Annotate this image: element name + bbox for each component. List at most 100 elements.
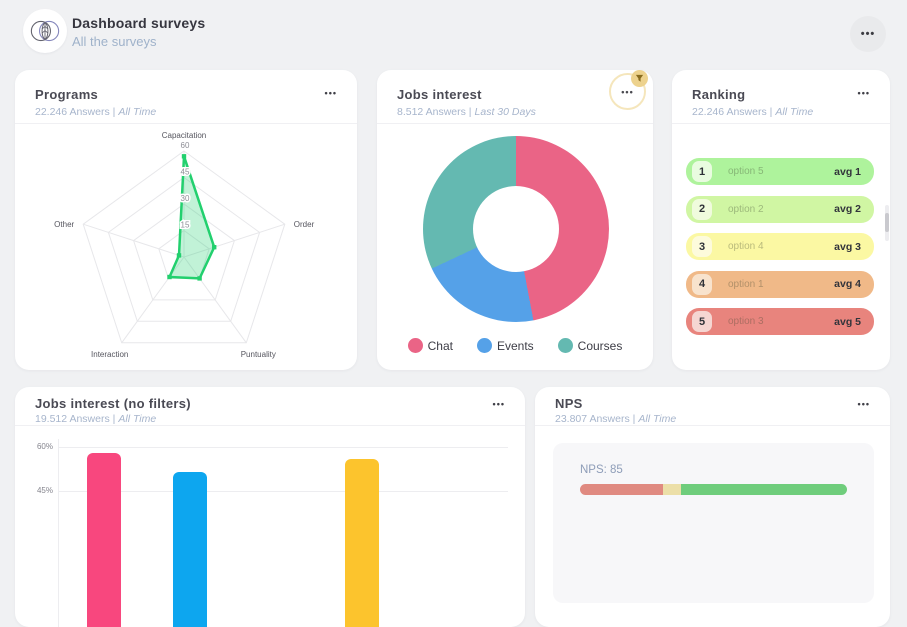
option-label: option 2	[728, 203, 764, 215]
avg-value: avg 5	[834, 315, 861, 328]
svg-text:15: 15	[181, 221, 190, 230]
legend-dot	[476, 338, 492, 353]
card-title: Programs	[35, 87, 99, 102]
period-label: All Time	[775, 106, 814, 118]
header-menu-button[interactable]: •••	[850, 16, 886, 52]
svg-text:60: 60	[181, 141, 190, 150]
nps-panel: NPS: 85	[553, 443, 874, 603]
donut-hole	[473, 186, 559, 272]
rank-badge: 1	[692, 161, 712, 182]
card-menu-button[interactable]: •••	[854, 395, 874, 413]
answers-count: 22.246 Answers |	[692, 106, 773, 118]
avg-value: avg 1	[834, 165, 861, 178]
legend-item-courses[interactable]: Courses	[557, 338, 623, 353]
donut-legend: Chat Events Courses	[377, 338, 653, 353]
rank-badge: 3	[692, 236, 712, 257]
nps-segment	[580, 484, 663, 495]
filter-badge	[631, 70, 648, 87]
answers-count: 19.512 Answers |	[35, 413, 116, 425]
card-menu-button[interactable]: •••	[854, 84, 874, 102]
ranking-row: 3 option 4 avg 3	[686, 233, 874, 260]
leaf-venn-logo-icon	[30, 20, 60, 42]
card-title: Jobs interest	[397, 87, 482, 102]
period-label: Last 30 Days	[474, 106, 536, 118]
jobs-interest-card: Jobs interest 8.512 Answers | Last 30 Day…	[377, 70, 653, 370]
y-axis-tick: 45%	[36, 485, 53, 495]
avg-value: avg 2	[834, 203, 861, 215]
card-menu-button[interactable]: •••	[489, 395, 509, 413]
answers-count: 22.246 Answers |	[35, 106, 116, 118]
divider	[15, 425, 525, 426]
nps-card: NPS 23.807 Answers | All Time ••• NPS: 85	[535, 387, 890, 627]
ranking-card: Ranking 22.246 Answers | All Time ••• 1 op…	[672, 70, 890, 370]
svg-text:Interaction: Interaction	[91, 350, 128, 359]
ranking-row: 4 option 1 avg 4	[686, 270, 874, 298]
card-subtitle: 8.512 Answers | Last 30 Days	[397, 106, 536, 118]
bar-chart: 60% 45%	[15, 425, 525, 627]
svg-text:Other: Other	[54, 220, 74, 229]
programs-card: Programs 22.246 Answers | All Time ••• 15…	[15, 70, 357, 370]
rank-badge: 5	[692, 311, 712, 332]
card-title: NPS	[555, 396, 583, 411]
app-logo	[23, 9, 67, 53]
y-axis-line	[58, 439, 59, 627]
ellipsis-icon: •••	[860, 28, 876, 40]
ellipsis-icon: •••	[492, 399, 505, 409]
option-label: option 1	[728, 278, 764, 290]
answers-count: 8.512 Answers |	[397, 106, 472, 118]
ellipsis-icon: •••	[857, 88, 870, 98]
gridline	[58, 447, 508, 448]
legend-label: Courses	[577, 338, 623, 353]
funnel-icon	[635, 74, 644, 82]
svg-text:Capacitation: Capacitation	[162, 131, 206, 140]
rank-badge: 2	[692, 198, 712, 220]
period-label: All Time	[638, 413, 677, 425]
ellipsis-icon: •••	[621, 86, 634, 97]
ellipsis-icon: •••	[324, 88, 337, 98]
ellipsis-icon: •••	[857, 399, 870, 409]
nps-segment	[681, 484, 847, 495]
divider	[377, 123, 653, 124]
legend-item-chat[interactable]: Chat	[407, 338, 453, 353]
legend-label: Chat	[427, 338, 453, 353]
legend-label: Events	[496, 338, 534, 353]
card-title: Jobs interest (no filters)	[35, 396, 191, 411]
avg-value: avg 4	[834, 278, 861, 290]
bar	[345, 458, 379, 627]
ranking-scrollbar-thumb[interactable]	[885, 213, 889, 232]
ranking-row: 1 option 5 avg 1	[686, 158, 874, 185]
card-title: Ranking	[692, 87, 746, 102]
card-filtered-menu-button[interactable]: •••	[609, 70, 648, 110]
jobs-no-filters-card: Jobs interest (no filters) 19.512 Answer…	[15, 387, 525, 627]
card-menu-button[interactable]: •••	[321, 84, 341, 102]
nps-segment	[662, 484, 682, 495]
page-title: Dashboard surveys	[72, 15, 206, 31]
bar	[87, 452, 121, 627]
ranking-row: 5 option 3 avg 5	[686, 308, 874, 335]
ranking-list[interactable]: 1 option 5 avg 1 2 option 2 avg 2 3 option 4 avg…	[686, 158, 874, 346]
app-header: Dashboard surveys All the surveys •••	[0, 0, 907, 66]
option-label: option 3	[728, 316, 764, 327]
svg-text:30: 30	[181, 194, 190, 203]
ranking-row: 2 option 2 avg 2	[686, 195, 874, 223]
svg-text:45: 45	[181, 168, 190, 177]
svg-text:Order: Order	[294, 220, 315, 229]
divider	[672, 123, 890, 124]
nps-score-label: NPS: 85	[580, 464, 623, 476]
page-subtitle: All the surveys	[72, 34, 157, 49]
bar	[173, 471, 207, 627]
divider	[535, 425, 890, 426]
card-subtitle: 22.246 Answers | All Time	[692, 106, 813, 118]
option-label: option 5	[728, 166, 764, 177]
y-axis-tick: 60%	[36, 442, 53, 451]
card-subtitle: 19.512 Answers | All Time	[35, 413, 156, 425]
svg-text:Puntuality: Puntuality	[241, 350, 276, 359]
divider	[15, 123, 357, 124]
donut-chart	[423, 136, 609, 322]
period-label: All Time	[118, 413, 157, 425]
legend-item-events[interactable]: Events	[476, 338, 534, 353]
legend-dot	[557, 338, 573, 353]
avg-value: avg 3	[834, 240, 861, 253]
